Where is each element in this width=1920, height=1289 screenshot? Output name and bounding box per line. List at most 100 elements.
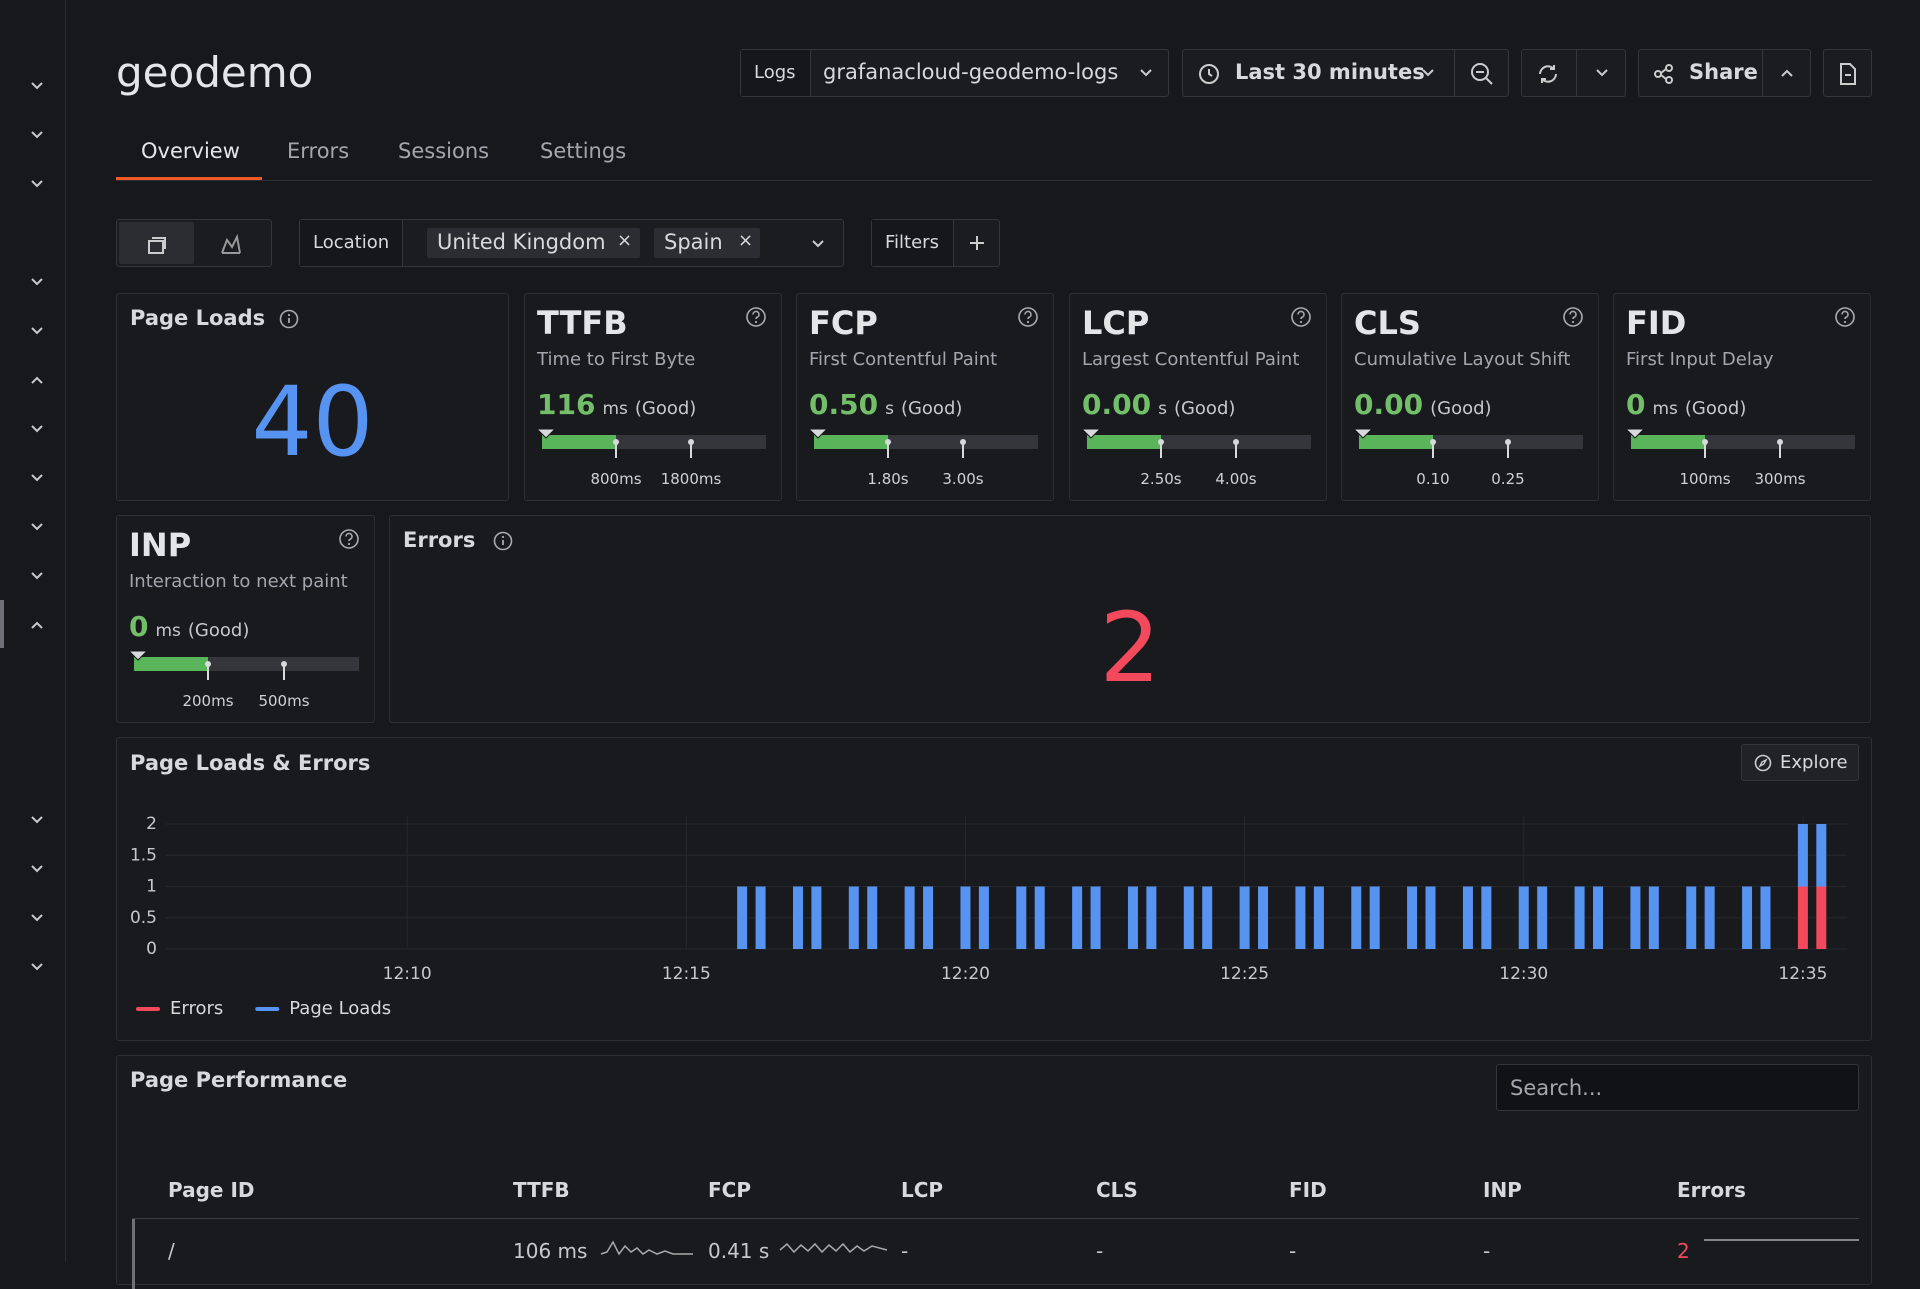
threshold-dot (1702, 439, 1708, 445)
chevron-icon (1596, 69, 1608, 77)
page-loads-panel: Page Loads 40 (116, 293, 509, 501)
vital-value-row: 0 ms (Good) (1626, 388, 1746, 421)
threshold-label: 500ms (258, 692, 310, 710)
bar (1742, 886, 1753, 949)
column-header[interactable]: FCP (708, 1178, 751, 1202)
threshold-label: 0.10 (1416, 470, 1450, 488)
search-input[interactable]: Search... (1496, 1064, 1859, 1111)
pages-icon (148, 237, 166, 254)
column-header[interactable]: Page ID (168, 1178, 255, 1202)
vital-title: TTFB (537, 304, 628, 342)
vital-panel: FCP First Contentful Paint 0.50 s (Good) 1.80… (796, 293, 1054, 501)
dashboard-title: geodemo (116, 48, 314, 97)
threshold-tick (1432, 442, 1434, 458)
bar (1146, 886, 1157, 949)
tab[interactable]: Sessions (398, 139, 490, 163)
vital-unit: ms (602, 399, 628, 419)
filters-label: Filters (885, 232, 939, 253)
tab[interactable]: Overview (141, 139, 240, 163)
chevron-up-icon (1781, 69, 1793, 77)
help-icon[interactable] (1562, 306, 1584, 328)
table-panel: Page Performance Search... Page ID TTFB FC… (116, 1055, 1872, 1289)
bar (1016, 886, 1027, 949)
view-toggle[interactable] (116, 219, 272, 267)
threshold-dot (205, 661, 211, 667)
vital-value-row: 0 ms (Good) (129, 610, 249, 643)
explore-button[interactable]: Explore (1741, 744, 1859, 781)
location-filter[interactable]: Location United Kingdom × Spain × (299, 219, 844, 267)
info-icon[interactable] (492, 530, 514, 552)
threshold-dot (1430, 439, 1436, 445)
help-icon[interactable] (745, 306, 767, 328)
add-icon[interactable] (968, 234, 986, 252)
divider (1762, 50, 1763, 96)
column-header[interactable]: FID (1289, 1178, 1327, 1202)
chip-label: Spain (664, 230, 723, 254)
vital-rating: (Good) (1173, 398, 1236, 419)
column-header[interactable]: INP (1483, 1178, 1522, 1202)
bar (1574, 886, 1585, 949)
threshold-tick (1235, 442, 1237, 458)
column-header[interactable]: CLS (1096, 1178, 1138, 1202)
bar (811, 886, 822, 949)
help-glyph (1018, 307, 1038, 327)
bar (755, 886, 766, 949)
threshold-tick (207, 664, 209, 680)
column-header[interactable]: LCP (901, 1178, 944, 1202)
filter-chip[interactable]: United Kingdom × (427, 228, 640, 258)
time-picker[interactable]: Last 30 minutes (1182, 49, 1509, 97)
bar (1407, 886, 1418, 949)
bar (1034, 886, 1045, 949)
marker-triangle (128, 650, 148, 661)
refresh-picker[interactable] (1521, 49, 1626, 97)
y-tick-label: 2 (146, 814, 157, 834)
vital-subtitle: Cumulative Layout Shift (1354, 349, 1571, 370)
share-button[interactable]: Share (1638, 49, 1811, 97)
gauge-marker (536, 428, 556, 439)
chip-remove[interactable]: × (738, 230, 754, 251)
vital-value: 0.00 (1354, 388, 1424, 421)
vital-panel: LCP Largest Contentful Paint 0.00 s (Good) 2.… (1069, 293, 1327, 501)
datasource-picker[interactable]: Logs grafanacloud-geodemo-logs (740, 49, 1169, 97)
divider (1454, 50, 1455, 96)
help-icon[interactable] (1834, 306, 1856, 328)
vital-unit: s (885, 399, 894, 419)
threshold-dot (1505, 439, 1511, 445)
threshold-dot (1158, 439, 1164, 445)
export-button[interactable] (1823, 49, 1872, 97)
filters-control[interactable]: Filters (871, 219, 1000, 267)
bar (1313, 886, 1324, 949)
vital-value: 0.50 (809, 388, 879, 421)
threshold-label: 0.25 (1491, 470, 1525, 488)
vital-subtitle: Time to First Byte (537, 349, 696, 370)
column-header[interactable]: Errors (1677, 1178, 1746, 1202)
threshold-tick (1507, 442, 1509, 458)
help-icon[interactable] (1290, 306, 1312, 328)
zoom-out-icon[interactable] (1470, 62, 1494, 86)
vital-rating: (Good) (634, 398, 697, 419)
marker-triangle (808, 428, 828, 439)
help-icon[interactable] (1017, 306, 1039, 328)
threshold-dot (1777, 439, 1783, 445)
info-icon[interactable] (278, 308, 300, 330)
tab[interactable]: Errors (287, 139, 350, 163)
x-tick-label: 12:20 (941, 964, 990, 984)
threshold-dot (960, 439, 966, 445)
vital-subtitle: First Input Delay (1626, 349, 1774, 370)
tab[interactable]: Settings (540, 139, 627, 163)
vital-title: FID (1626, 304, 1687, 342)
threshold-label: 100ms (1679, 470, 1731, 488)
panel-title: Page Loads (130, 306, 266, 330)
bar (923, 886, 934, 949)
vital-subtitle: First Contentful Paint (809, 349, 998, 370)
chip-remove[interactable]: × (617, 230, 633, 251)
column-header[interactable]: TTFB (513, 1178, 570, 1202)
bar (1351, 886, 1362, 949)
threshold-label: 3.00s (942, 470, 984, 488)
datasource-name: grafanacloud-geodemo-logs (823, 60, 1119, 84)
toggle-active[interactable] (119, 222, 194, 264)
threshold-tick (1704, 442, 1706, 458)
bar (1258, 886, 1269, 949)
filter-chip[interactable]: Spain × (654, 228, 760, 258)
help-icon[interactable] (338, 528, 360, 550)
